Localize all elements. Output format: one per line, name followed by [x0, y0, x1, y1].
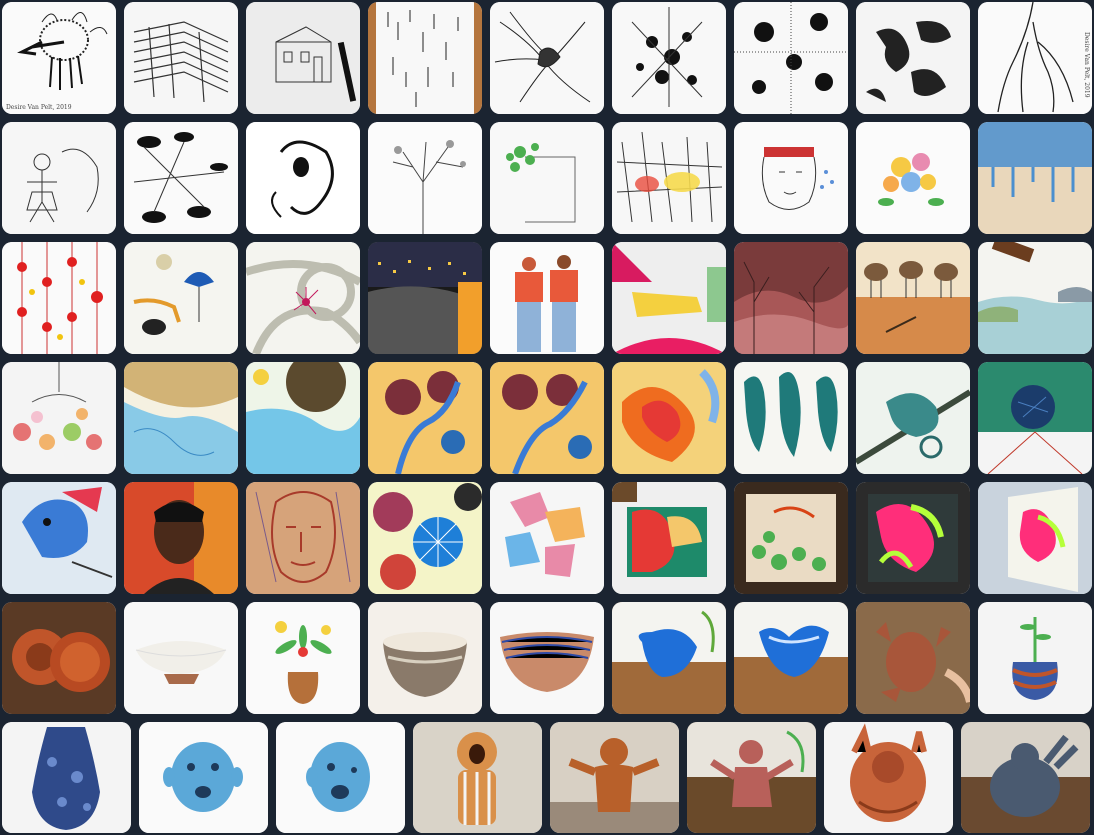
gallery-row [2, 122, 1092, 234]
artist-signature: Desire Van Pelt, 2019 [1083, 32, 1090, 98]
gallery-thumbnail[interactable] [824, 722, 953, 833]
gallery-thumbnail[interactable] [246, 482, 360, 594]
gallery-thumbnail[interactable]: Desire Van Pelt, 2019 [978, 2, 1092, 114]
gallery-thumbnail[interactable] [490, 122, 604, 234]
gallery-thumbnail[interactable] [368, 602, 482, 714]
gallery-thumbnail[interactable] [2, 602, 116, 714]
gallery-thumbnail[interactable] [246, 2, 360, 114]
gallery-thumbnail[interactable] [490, 362, 604, 474]
gallery-thumbnail[interactable] [612, 242, 726, 354]
gallery-thumbnail[interactable] [978, 602, 1092, 714]
gallery-thumbnail[interactable] [612, 122, 726, 234]
gallery-thumbnail[interactable] [734, 2, 848, 114]
gallery-thumbnail[interactable] [2, 362, 116, 474]
gallery-thumbnail[interactable] [734, 482, 848, 594]
gallery-thumbnail[interactable] [276, 722, 405, 833]
gallery-row: Desire Van Pelt, 2019 [2, 2, 1092, 114]
gallery-thumbnail[interactable] [368, 362, 482, 474]
gallery-thumbnail[interactable] [734, 122, 848, 234]
gallery-thumbnail[interactable] [2, 482, 116, 594]
gallery-thumbnail[interactable] [368, 242, 482, 354]
gallery-thumbnail[interactable] [978, 482, 1092, 594]
gallery-thumbnail[interactable] [246, 122, 360, 234]
gallery-thumbnail[interactable] [612, 362, 726, 474]
gallery-thumbnail[interactable] [490, 242, 604, 354]
gallery-row [2, 242, 1092, 354]
gallery-thumbnail[interactable] [961, 722, 1090, 833]
gallery-thumbnail[interactable] [368, 482, 482, 594]
gallery-thumbnail[interactable] [856, 602, 970, 714]
gallery-thumbnail[interactable] [124, 482, 238, 594]
gallery-thumbnail[interactable] [978, 362, 1092, 474]
gallery-thumbnail[interactable] [124, 242, 238, 354]
gallery-thumbnail[interactable] [856, 2, 970, 114]
gallery-row [2, 482, 1092, 594]
gallery-thumbnail[interactable] [734, 362, 848, 474]
gallery-thumbnail[interactable] [687, 722, 816, 833]
gallery-row [2, 602, 1092, 714]
gallery-thumbnail[interactable] [246, 602, 360, 714]
gallery-row [2, 722, 1090, 833]
gallery-thumbnail[interactable] [124, 122, 238, 234]
gallery-thumbnail[interactable] [612, 2, 726, 114]
gallery-thumbnail[interactable] [734, 602, 848, 714]
gallery-thumbnail[interactable] [978, 122, 1092, 234]
gallery-thumbnail[interactable] [490, 2, 604, 114]
gallery-thumbnail[interactable] [2, 242, 116, 354]
gallery-thumbnail[interactable] [2, 122, 116, 234]
gallery-thumbnail[interactable] [139, 722, 268, 833]
gallery-thumbnail[interactable] [124, 602, 238, 714]
gallery-thumbnail[interactable] [413, 722, 542, 833]
gallery-thumbnail[interactable] [490, 602, 604, 714]
artist-signature: Desire Van Pelt, 2019 [6, 104, 72, 111]
gallery-thumbnail[interactable] [124, 2, 238, 114]
gallery-thumbnail[interactable] [734, 242, 848, 354]
gallery-thumbnail[interactable] [612, 482, 726, 594]
gallery-thumbnail[interactable] [490, 482, 604, 594]
gallery-thumbnail[interactable] [612, 602, 726, 714]
gallery-thumbnail[interactable]: Desire Van Pelt, 2019 [2, 2, 116, 114]
gallery-thumbnail[interactable] [124, 362, 238, 474]
gallery-thumbnail[interactable] [856, 362, 970, 474]
gallery-thumbnail[interactable] [246, 362, 360, 474]
gallery-thumbnail[interactable] [550, 722, 679, 833]
gallery-thumbnail[interactable] [2, 722, 131, 833]
gallery-thumbnail[interactable] [856, 242, 970, 354]
gallery-thumbnail[interactable] [368, 2, 482, 114]
gallery-thumbnail[interactable] [856, 482, 970, 594]
gallery-thumbnail[interactable] [368, 122, 482, 234]
gallery-thumbnail[interactable] [246, 242, 360, 354]
gallery-thumbnail[interactable] [856, 122, 970, 234]
gallery-row [2, 362, 1092, 474]
gallery-thumbnail[interactable] [978, 242, 1092, 354]
